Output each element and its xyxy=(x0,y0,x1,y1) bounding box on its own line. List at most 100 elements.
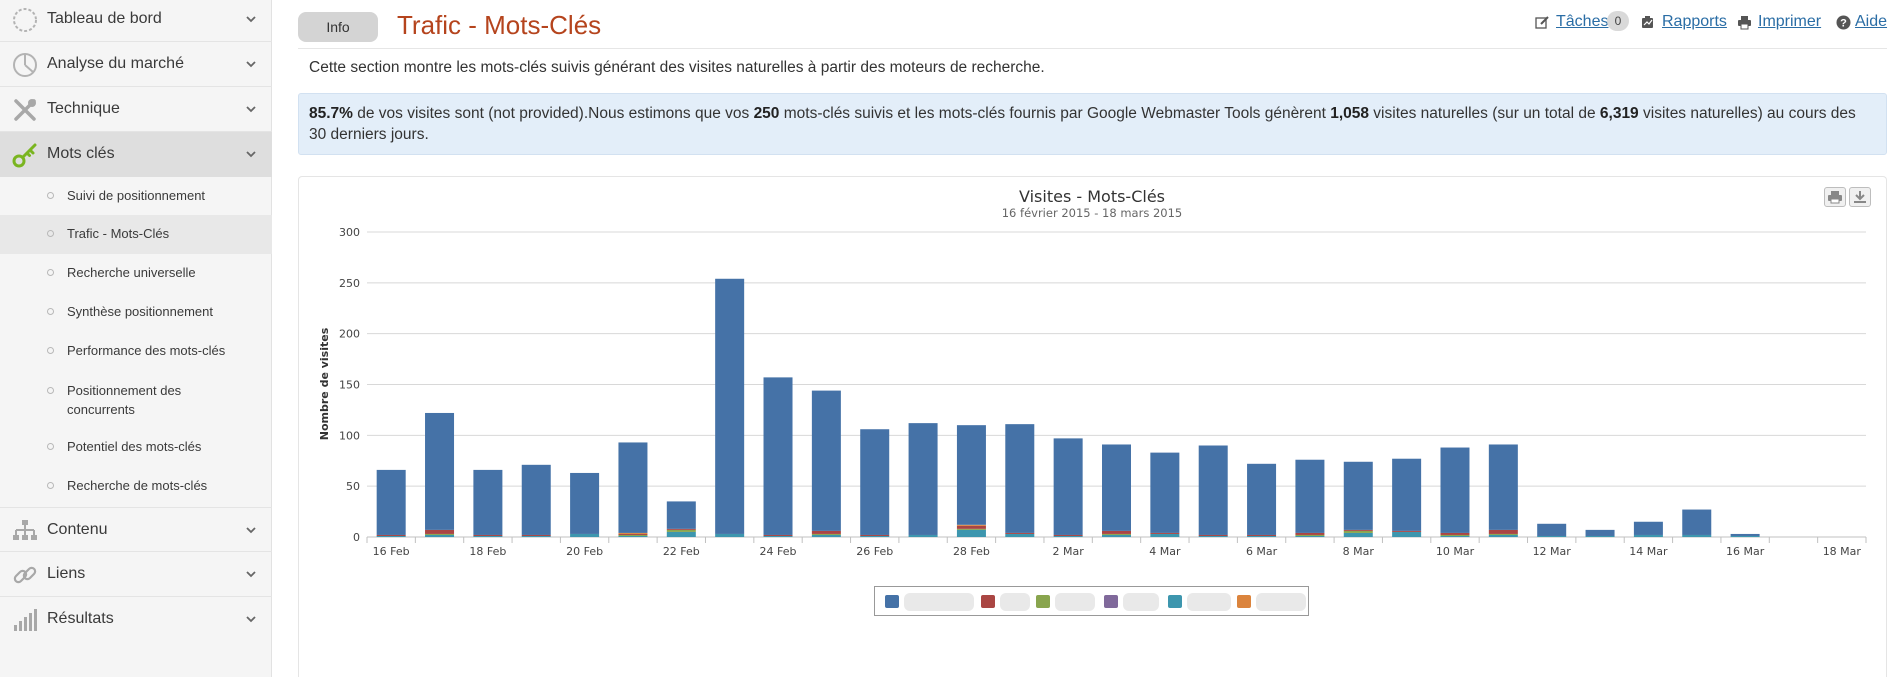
bar-segment[interactable] xyxy=(1488,534,1518,537)
bar-segment[interactable] xyxy=(1005,532,1035,534)
bar-segment[interactable] xyxy=(521,464,551,535)
bar-segment[interactable] xyxy=(376,469,406,535)
bar-segment[interactable] xyxy=(1053,535,1083,537)
subnav-item-recherche-universelle[interactable]: Recherche universelle xyxy=(0,254,272,293)
bar-segment[interactable] xyxy=(1585,535,1615,537)
bar-segment[interactable] xyxy=(666,531,696,537)
bar-segment[interactable] xyxy=(956,529,986,537)
bar-segment[interactable] xyxy=(1295,532,1325,535)
bar-segment[interactable] xyxy=(715,278,745,534)
bar-segment[interactable] xyxy=(1102,530,1131,534)
bar-segment[interactable] xyxy=(1198,534,1228,536)
bar-segment[interactable] xyxy=(425,412,455,530)
bar-segment[interactable] xyxy=(811,390,841,531)
subnav-item-performance-des-mots-cles[interactable]: Performance des mots-clés xyxy=(0,332,272,371)
bar-segment[interactable] xyxy=(1488,444,1518,530)
bar-segment[interactable] xyxy=(1488,529,1518,534)
bar-segment[interactable] xyxy=(1488,533,1518,535)
bar-segment[interactable] xyxy=(618,533,648,535)
info-button[interactable]: Info xyxy=(298,12,378,42)
print-link[interactable]: Imprimer xyxy=(1758,13,1822,30)
bar-segment[interactable] xyxy=(666,529,696,532)
chart-export-button[interactable] xyxy=(1849,187,1871,207)
sidebar-item-tableau-de-bord[interactable]: Tableau de bord xyxy=(0,0,272,42)
bar-segment[interactable] xyxy=(1295,535,1325,537)
sidebar-item-resultats[interactable]: Résultats xyxy=(0,597,272,642)
bar-segment[interactable] xyxy=(666,528,696,530)
sidebar-item-liens[interactable]: Liens xyxy=(0,552,272,597)
bar-segment[interactable] xyxy=(521,535,551,537)
bar-segment[interactable] xyxy=(1102,444,1131,531)
bar-segment[interactable] xyxy=(1247,534,1277,536)
chart-print-button[interactable] xyxy=(1824,187,1846,207)
subnav-item-recherche-de-mots-cles[interactable]: Recherche de mots-clés xyxy=(0,467,272,507)
bar-segment[interactable] xyxy=(860,534,890,536)
bar-segment[interactable] xyxy=(473,469,503,535)
tasks-link[interactable]: Tâches xyxy=(1556,13,1609,30)
bar-segment[interactable] xyxy=(1392,458,1422,531)
bar-segment[interactable] xyxy=(425,534,455,537)
bar-segment[interactable] xyxy=(473,534,503,536)
subnav-item-trafic-mots-cles[interactable]: Trafic - Mots-Clés xyxy=(0,215,272,254)
bar-segment[interactable] xyxy=(1392,530,1422,532)
bar-segment[interactable] xyxy=(811,533,841,535)
bar-segment[interactable] xyxy=(1343,532,1373,537)
bar-segment[interactable] xyxy=(908,423,938,535)
bar-segment[interactable] xyxy=(473,535,503,537)
bar-segment[interactable] xyxy=(1633,521,1663,535)
bar-segment[interactable] xyxy=(1150,532,1180,534)
bar-segment[interactable] xyxy=(1102,534,1131,537)
bar-segment[interactable] xyxy=(956,425,986,525)
bar-segment[interactable] xyxy=(1247,463,1277,535)
subnav-item-suivi-de-positionnement[interactable]: Suivi de positionnement xyxy=(0,177,272,215)
bar-segment[interactable] xyxy=(1295,534,1325,536)
bar-segment[interactable] xyxy=(811,534,841,537)
bar-segment[interactable] xyxy=(570,472,600,534)
subnav-item-synthese-positionnement[interactable]: Synthèse positionnement xyxy=(0,293,272,332)
bar-segment[interactable] xyxy=(763,534,793,536)
bar-segment[interactable] xyxy=(1440,447,1470,533)
bar-segment[interactable] xyxy=(618,442,648,533)
bar-segment[interactable] xyxy=(666,501,696,529)
subnav-item-potentiel-des-mots-cles[interactable]: Potentiel des mots-clés xyxy=(0,428,272,467)
bar-segment[interactable] xyxy=(1005,533,1035,537)
sidebar-item-mots-cles[interactable]: Mots clés xyxy=(0,132,272,177)
bar-segment[interactable] xyxy=(1343,461,1373,530)
bar-segment[interactable] xyxy=(1537,535,1567,537)
bar-segment[interactable] xyxy=(1440,534,1470,536)
bar-segment[interactable] xyxy=(1005,424,1035,533)
bar-segment[interactable] xyxy=(425,533,455,535)
reports-link[interactable]: Rapports xyxy=(1662,13,1727,30)
subnav-item-positionnement-des-concurrents[interactable]: Positionnement des concurrents xyxy=(0,371,272,428)
bar-segment[interactable] xyxy=(1150,533,1180,537)
bar-segment[interactable] xyxy=(956,524,986,526)
bar-segment[interactable] xyxy=(715,533,745,537)
bar-segment[interactable] xyxy=(1343,530,1373,533)
bar-segment[interactable] xyxy=(956,528,986,530)
bar-segment[interactable] xyxy=(860,429,890,535)
bar-segment[interactable] xyxy=(618,532,648,534)
bar-segment[interactable] xyxy=(376,534,406,536)
bar-segment[interactable] xyxy=(908,534,938,537)
bar-segment[interactable] xyxy=(1585,529,1615,536)
bar-segment[interactable] xyxy=(521,534,551,536)
bar-segment[interactable] xyxy=(1730,533,1760,536)
bar-segment[interactable] xyxy=(956,525,986,529)
bar-segment[interactable] xyxy=(1053,534,1083,536)
bar-segment[interactable] xyxy=(763,535,793,537)
bar-segment[interactable] xyxy=(860,535,890,537)
bar-segment[interactable] xyxy=(1198,445,1228,535)
bar-segment[interactable] xyxy=(763,377,793,535)
bar-segment[interactable] xyxy=(1682,534,1712,537)
bar-segment[interactable] xyxy=(1150,452,1180,533)
bar-segment[interactable] xyxy=(1198,535,1228,537)
bar-segment[interactable] xyxy=(1682,509,1712,535)
bar-segment[interactable] xyxy=(1730,535,1760,537)
help-link[interactable]: Aide xyxy=(1855,13,1888,30)
bar-segment[interactable] xyxy=(618,535,648,537)
bar-segment[interactable] xyxy=(1440,532,1470,535)
bar-segment[interactable] xyxy=(1633,534,1663,537)
bar-segment[interactable] xyxy=(1295,459,1325,533)
bar-segment[interactable] xyxy=(570,533,600,537)
sidebar-item-technique[interactable]: Technique xyxy=(0,87,272,132)
